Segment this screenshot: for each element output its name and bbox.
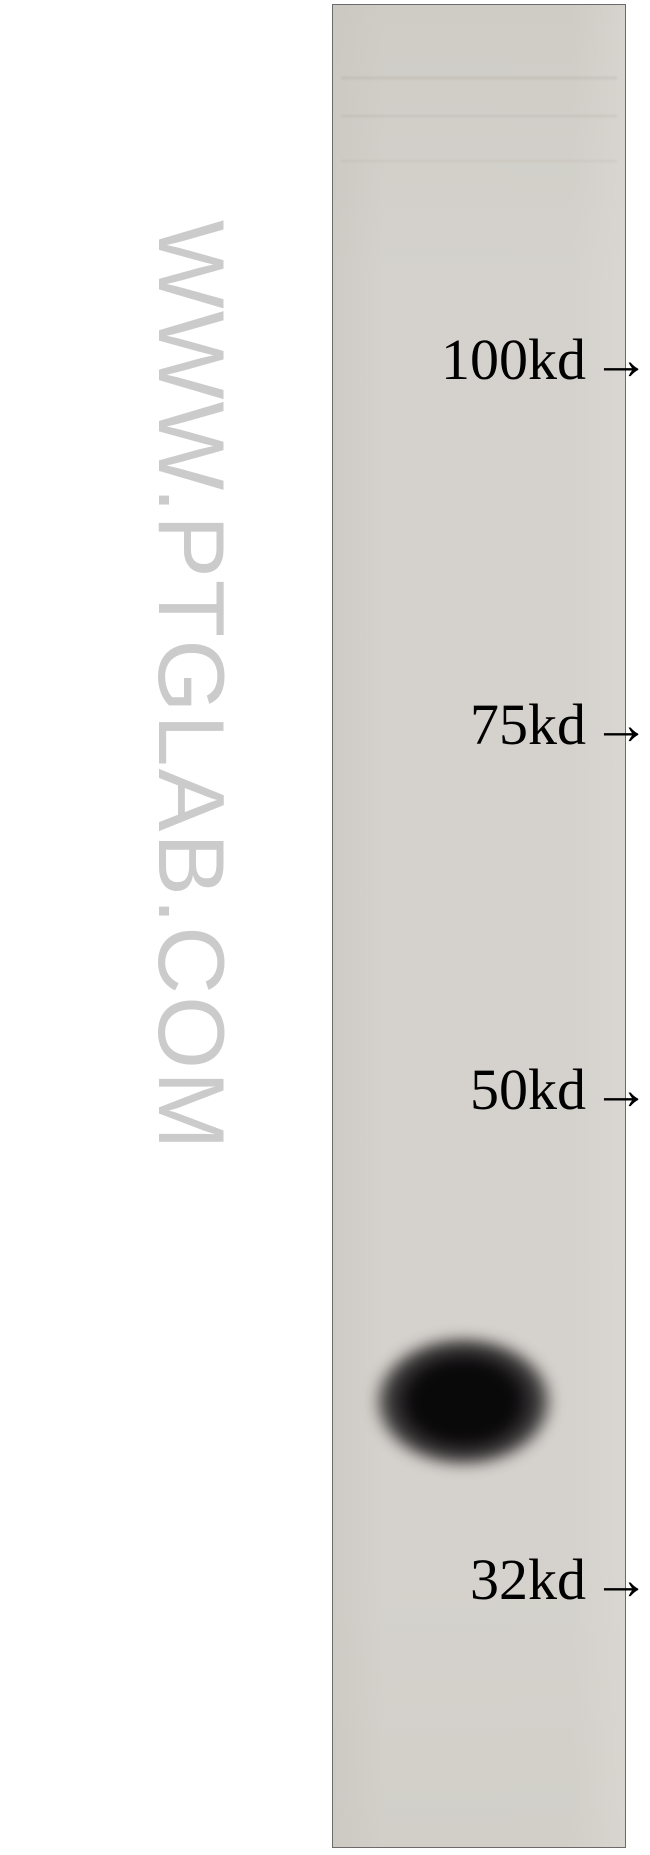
watermark-text: WWW.PTGLAB.COM (137, 220, 245, 1151)
marker-text: 75kd (470, 692, 586, 757)
marker-label: 50kd→ (330, 1056, 650, 1123)
marker-label: 32kd→ (330, 1546, 650, 1613)
marker-text: 32kd (470, 1547, 586, 1612)
marker-label: 100kd→ (330, 326, 650, 393)
protein-band (371, 1334, 556, 1469)
marker-label: 75kd→ (330, 691, 650, 758)
arrow-right-icon: → (592, 691, 650, 758)
artifact-streak (341, 77, 617, 79)
artifact-streak (341, 160, 617, 162)
arrow-right-icon: → (592, 1546, 650, 1613)
marker-text: 50kd (470, 1057, 586, 1122)
artifact-streak (341, 115, 617, 117)
arrow-right-icon: → (592, 1056, 650, 1123)
figure-root: 100kd→75kd→50kd→32kd→ WWW.PTGLAB.COM (0, 0, 650, 1855)
arrow-right-icon: → (592, 326, 650, 393)
marker-text: 100kd (441, 327, 586, 392)
